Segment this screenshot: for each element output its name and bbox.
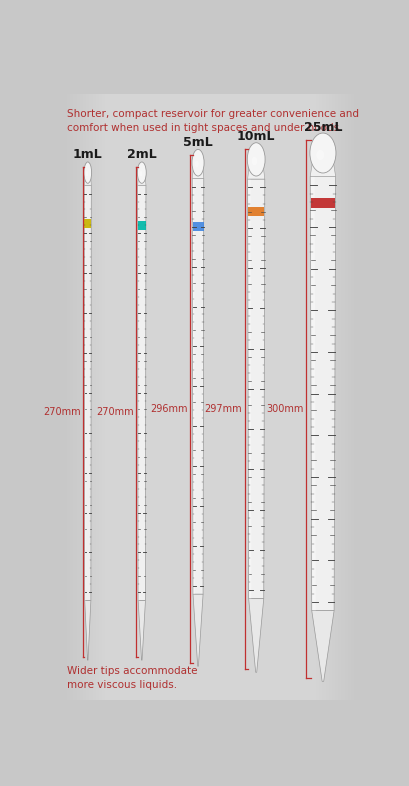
- Text: 2mL: 2mL: [127, 148, 156, 161]
- Text: 1mL: 1mL: [73, 148, 102, 161]
- Polygon shape: [310, 177, 315, 611]
- Polygon shape: [137, 185, 146, 601]
- Text: 10mL: 10mL: [236, 130, 275, 143]
- Bar: [76, 94, 343, 700]
- Text: 270mm: 270mm: [43, 407, 80, 417]
- Bar: [159, 94, 261, 700]
- Bar: [83, 94, 336, 700]
- Polygon shape: [84, 185, 91, 601]
- Ellipse shape: [191, 149, 204, 176]
- Polygon shape: [193, 594, 202, 667]
- Bar: [96, 94, 324, 700]
- Text: 297mm: 297mm: [204, 404, 241, 414]
- Text: 5mL: 5mL: [183, 136, 212, 149]
- Ellipse shape: [195, 160, 198, 167]
- Bar: [102, 94, 317, 700]
- Bar: [130, 94, 289, 700]
- Bar: [146, 94, 273, 700]
- Polygon shape: [248, 599, 263, 672]
- Text: 270mm: 270mm: [96, 407, 133, 417]
- Bar: [137, 222, 146, 230]
- Text: 25mL: 25mL: [303, 121, 342, 134]
- Bar: [84, 219, 91, 228]
- Bar: [247, 207, 264, 216]
- Bar: [92, 94, 327, 700]
- Bar: [111, 94, 308, 700]
- Bar: [143, 94, 276, 700]
- Bar: [99, 94, 321, 700]
- Bar: [108, 94, 311, 700]
- Bar: [137, 94, 283, 700]
- Bar: [115, 94, 305, 700]
- Text: Shorter, compact reservoir for greater convenience and
comfort when used in tigh: Shorter, compact reservoir for greater c…: [67, 109, 358, 134]
- Bar: [73, 94, 346, 700]
- Bar: [192, 222, 203, 231]
- Ellipse shape: [316, 150, 324, 160]
- Bar: [156, 94, 263, 700]
- Bar: [124, 94, 295, 700]
- Bar: [310, 198, 334, 208]
- Ellipse shape: [247, 143, 265, 176]
- Polygon shape: [247, 160, 264, 179]
- Polygon shape: [137, 173, 146, 185]
- Polygon shape: [192, 163, 203, 178]
- Bar: [127, 94, 292, 700]
- Ellipse shape: [309, 133, 335, 173]
- Bar: [140, 94, 279, 700]
- Polygon shape: [247, 179, 264, 599]
- Polygon shape: [310, 153, 335, 177]
- Polygon shape: [311, 611, 333, 681]
- Bar: [89, 94, 330, 700]
- Bar: [80, 94, 339, 700]
- Polygon shape: [310, 177, 335, 611]
- Polygon shape: [84, 185, 85, 601]
- Bar: [133, 94, 285, 700]
- Bar: [105, 94, 314, 700]
- Bar: [153, 94, 267, 700]
- Text: 296mm: 296mm: [150, 404, 187, 414]
- Ellipse shape: [139, 171, 142, 176]
- Polygon shape: [137, 185, 139, 601]
- Polygon shape: [84, 173, 91, 185]
- Polygon shape: [192, 178, 194, 594]
- Polygon shape: [247, 179, 251, 599]
- Bar: [121, 94, 299, 700]
- Bar: [149, 94, 270, 700]
- Ellipse shape: [85, 171, 88, 176]
- Bar: [70, 94, 349, 700]
- Ellipse shape: [137, 162, 146, 183]
- Text: Wider tips accommodate
more viscous liquids.: Wider tips accommodate more viscous liqu…: [67, 667, 197, 690]
- Ellipse shape: [251, 157, 256, 165]
- Text: 300mm: 300mm: [265, 404, 303, 414]
- Polygon shape: [85, 601, 91, 660]
- Bar: [118, 94, 301, 700]
- Ellipse shape: [84, 162, 91, 183]
- Polygon shape: [138, 601, 145, 660]
- Polygon shape: [192, 178, 203, 594]
- Bar: [86, 94, 333, 700]
